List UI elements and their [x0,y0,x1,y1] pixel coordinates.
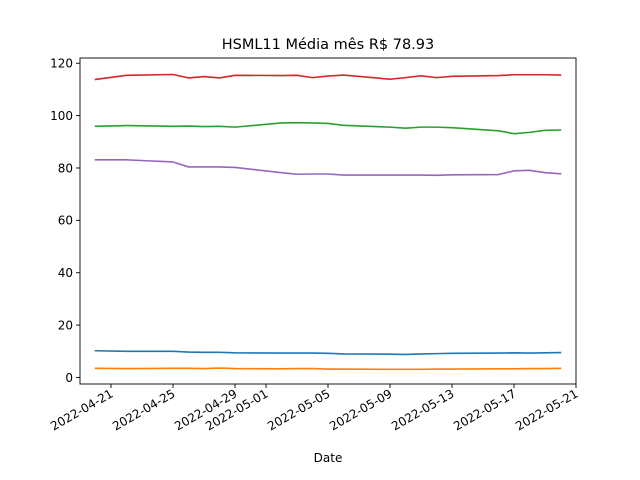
x-tick-label: 2022-05-09 [327,386,394,433]
chart-title: HSML11 Média mês R$ 78.93 [222,37,435,53]
x-tick-label: 2022-05-21 [513,386,580,433]
series-line-4 [94,349,562,356]
plot-frame [79,57,577,385]
y-tick-label: 100 [50,109,73,123]
y-tick-label: 80 [58,161,73,175]
series-line-2 [94,121,562,135]
y-tick-label: 60 [58,214,73,228]
y-tick-label: 0 [65,371,73,385]
x-tick-label: 2022-05-13 [389,386,456,433]
y-tick-label: 120 [50,57,73,71]
series-line-3 [94,159,562,177]
x-tick-label: 2022-04-25 [110,386,177,433]
y-tick-label: 20 [58,318,73,332]
x-tick-label: 2022-05-17 [451,386,518,433]
series-line-5 [94,367,562,371]
plot-lines [94,73,562,371]
x-tick-label: 2022-04-21 [48,386,115,433]
x-axis-label: Date [314,451,343,465]
x-axis: 2022-04-212022-04-252022-04-292022-05-01… [48,384,581,433]
y-axis: 0 20 40 60 80 100 120 [50,57,80,385]
series-line-1 [94,73,562,81]
x-tick-label: 2022-05-05 [265,386,332,433]
y-tick-label: 40 [58,266,73,280]
